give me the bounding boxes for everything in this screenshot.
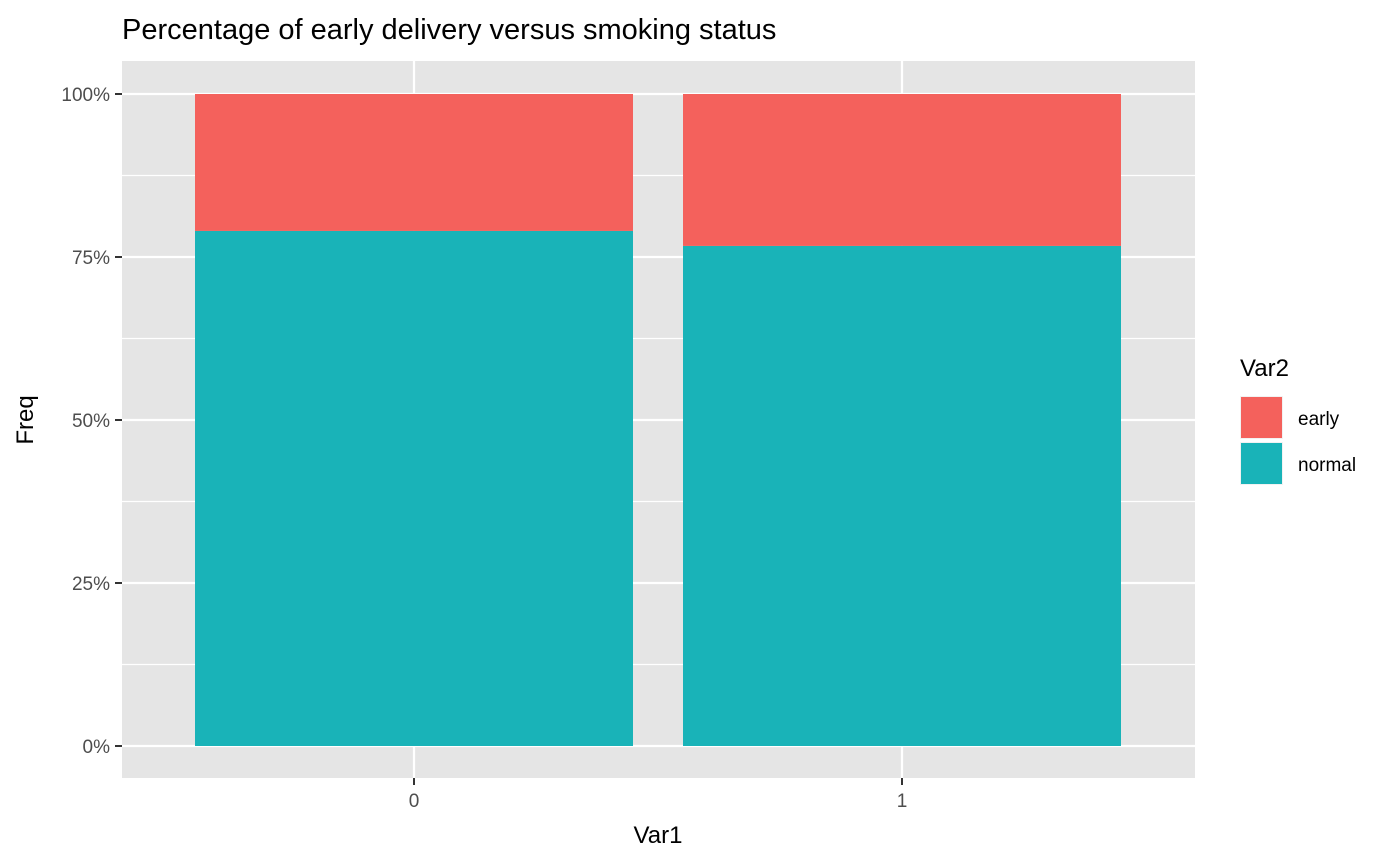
bars — [195, 94, 1121, 747]
legend-title: Var2 — [1240, 355, 1289, 382]
y-axis: 0% 25% 50% 75% 100% — [61, 85, 122, 758]
y-tick-label: 100% — [61, 85, 110, 106]
legend-swatch-early — [1241, 397, 1282, 438]
bar-early-0 — [195, 94, 633, 231]
legend-label-normal: normal — [1298, 455, 1356, 476]
y-tick-label: 75% — [72, 248, 110, 269]
y-tick-label: 0% — [83, 737, 111, 758]
x-tick-label: 1 — [897, 791, 908, 812]
y-axis-title: Freq — [12, 395, 39, 444]
bar-early-1 — [683, 94, 1121, 246]
legend: Var2 early normal — [1240, 355, 1356, 485]
bar-normal-0 — [195, 230, 633, 747]
legend-label-early: early — [1298, 409, 1340, 430]
legend-swatch-normal — [1241, 443, 1282, 484]
y-tick-label: 50% — [72, 411, 110, 432]
x-axis-title: Var1 — [634, 822, 683, 849]
chart-title: Percentage of early delivery versus smok… — [122, 14, 776, 46]
x-tick-label: 0 — [409, 791, 420, 812]
bar-normal-1 — [683, 245, 1121, 746]
y-tick-label: 25% — [72, 574, 110, 595]
